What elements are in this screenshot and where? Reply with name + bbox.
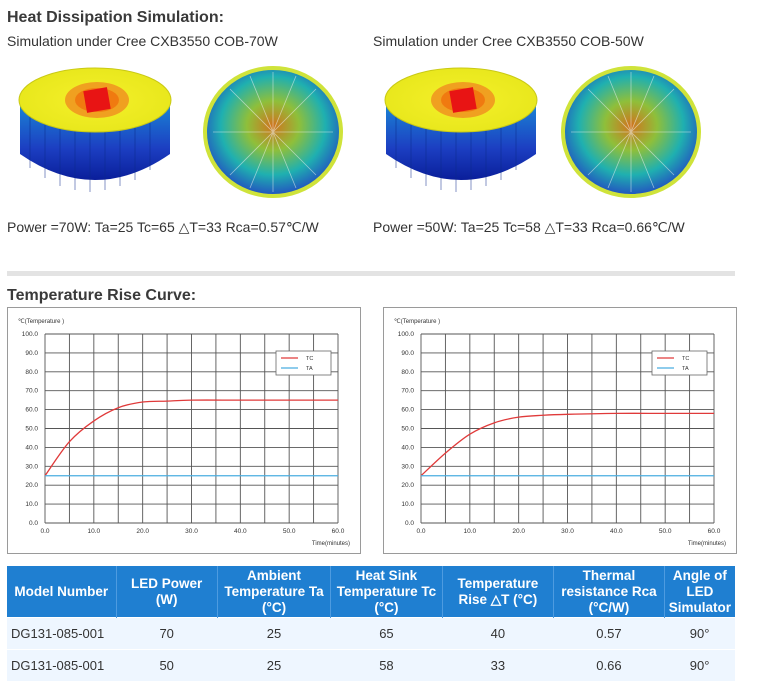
header-led-power: LED Power (W) [116,566,218,618]
section-divider [7,271,735,276]
y-tick-label: 90.0 [25,350,38,357]
thermal-spec-table: Model Number LED Power (W) Ambient Tempe… [7,566,735,681]
cell-rise: 40 [442,617,554,650]
y-tick-label: 80.0 [401,369,414,376]
x-tick-label: 20.0 [136,528,149,535]
x-tick-label: 30.0 [561,528,574,535]
y-tick-label: 20.0 [25,482,38,489]
y-tick-label: 70.0 [25,388,38,395]
legend-box [651,350,708,376]
x-axis-label: Time(minutes) [312,541,350,547]
chart-panel-70w: ℃(Temperature ) 0.0 10.0 20.0 30.0 40.0 50.0 60… [7,307,361,554]
x-tick-label: 50.0 [283,528,296,535]
cell-resistance: 0.66 [553,649,665,681]
chart-panel-50w: ℃(Temperature ) 0.0 10.0 20.0 30.0 40.0 50.0 60… [383,307,737,554]
y-tick-label: 60.0 [401,407,414,414]
y-tick-label: 100.0 [22,331,39,338]
cell-power: 50 [116,649,218,681]
legend-label-tc: TC [306,356,313,362]
x-tick-label: 10.0 [88,528,101,535]
temperature-rise-chart-70w: ℃(Temperature ) 0.0 10.0 20.0 30.0 40.0 50.0 60… [18,319,350,547]
y-tick-label: 80.0 [25,369,38,376]
cell-heat-sink: 65 [330,617,443,650]
y-axis-label: ℃(Temperature ) [394,319,440,325]
y-tick-label: 100.0 [398,331,415,338]
header-led-angle: Angle of LED Simulator [664,566,735,618]
y-tick-label: 20.0 [401,482,414,489]
y-tick-label: 70.0 [401,388,414,395]
header-temperature-rise: Temperature Rise △T (°C) [442,566,555,618]
temperature-rise-chart-50w: ℃(Temperature ) 0.0 10.0 20.0 30.0 40.0 50.0 60… [394,319,726,547]
y-axis-label: ℃(Temperature ) [18,319,64,325]
thermal-simulation-image-50w [384,66,701,198]
y-tick-label: 30.0 [25,463,38,470]
x-tick-label: 0.0 [40,528,49,535]
y-tick-label: 40.0 [25,444,38,451]
x-tick-label: 60.0 [332,528,345,535]
temperature-curve-title: Temperature Rise Curve: [7,287,197,304]
cell-heat-sink: 58 [330,649,443,681]
x-tick-label: 40.0 [610,528,623,535]
header-thermal-resistance: Thermal resistance Rca (°C/W) [553,566,665,618]
cell-ambient: 25 [217,617,331,650]
y-tick-label: 90.0 [401,350,414,357]
y-tick-label: 0.0 [405,520,414,527]
legend-label-ta: TA [306,366,313,372]
y-tick-label: 30.0 [401,463,414,470]
simulation-subtitle-70w: Simulation under Cree CXB3550 COB-70W [7,33,278,49]
table-header-row: Model Number LED Power (W) Ambient Tempe… [7,566,735,618]
header-ambient-temperature: Ambient Temperature Ta (°C) [217,566,332,618]
x-tick-label: 30.0 [185,528,198,535]
x-tick-label: 20.0 [512,528,525,535]
y-tick-label: 60.0 [25,407,38,414]
thermal-simulation-image-70w [18,66,343,198]
legend-label-ta: TA [682,366,689,372]
heat-simulation-title: Heat Dissipation Simulation: [7,9,224,26]
x-tick-label: 10.0 [464,528,477,535]
cell-resistance: 0.57 [553,617,665,650]
series-line-tc [420,412,714,477]
cell-rise: 33 [442,649,554,681]
x-tick-label: 40.0 [234,528,247,535]
header-heat-sink-temperature: Heat Sink Temperature Tc (°C) [330,566,443,618]
x-axis-label: Time(minutes) [688,541,726,547]
x-tick-label: 60.0 [708,528,721,535]
y-tick-label: 10.0 [25,501,38,508]
table-row: DG131-085-001 50 25 58 33 0.66 90° [7,649,735,681]
header-model-number: Model Number [7,566,117,618]
cell-angle: 90° [664,617,735,650]
y-tick-label: 40.0 [401,444,414,451]
y-tick-label: 0.0 [29,520,38,527]
simulation-result-70w: Power =70W: Ta=25 Tc=65 △T=33 Rca=0.57℃/… [7,219,319,235]
x-tick-label: 0.0 [416,528,425,535]
y-tick-label: 50.0 [25,426,38,433]
y-tick-label: 10.0 [401,501,414,508]
cell-power: 70 [116,617,218,650]
y-tick-label: 50.0 [401,426,414,433]
simulation-subtitle-50w: Simulation under Cree CXB3550 COB-50W [373,33,644,49]
cell-model: DG131-085-001 [7,617,117,650]
legend-label-tc: TC [682,356,689,362]
x-tick-label: 50.0 [659,528,672,535]
cell-angle: 90° [664,649,735,681]
table-row: DG131-085-001 70 25 65 40 0.57 90° [7,617,735,650]
series-line-tc [44,399,338,477]
simulation-result-50w: Power =50W: Ta=25 Tc=58 △T=33 Rca=0.66℃/… [373,219,685,235]
cell-model: DG131-085-001 [7,649,117,681]
legend-box [275,350,332,376]
cell-ambient: 25 [217,649,331,681]
